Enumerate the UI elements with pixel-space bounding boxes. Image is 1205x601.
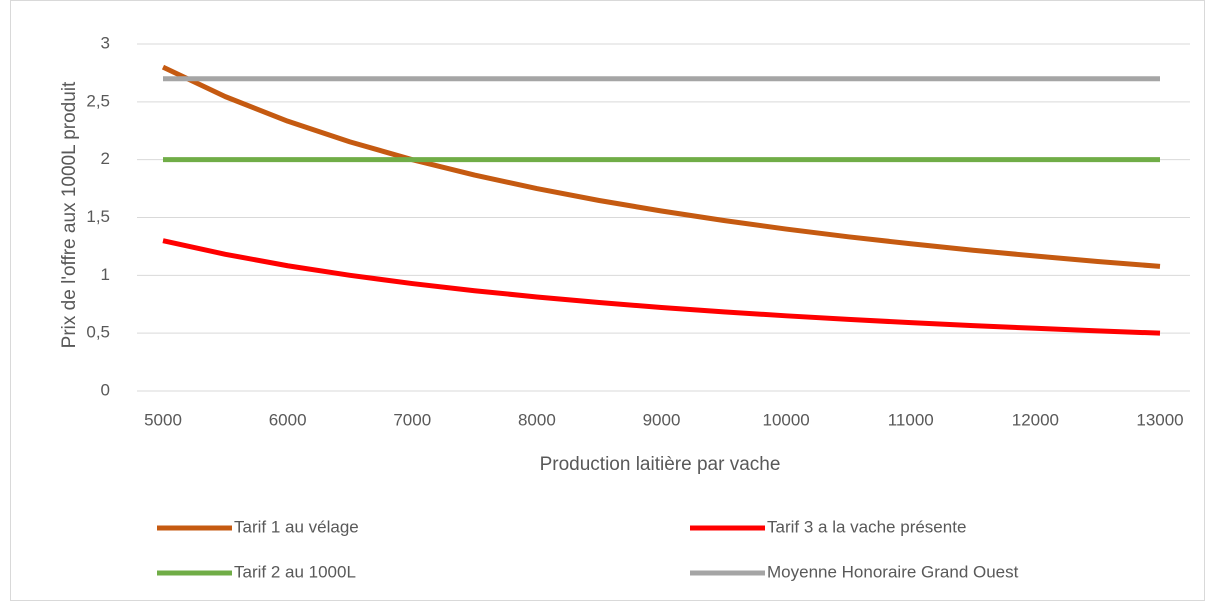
y-tick-label: 3 bbox=[101, 33, 110, 52]
legend-label: Tarif 3 a la vache présente bbox=[767, 517, 966, 536]
legend-label: Tarif 1 au vélage bbox=[234, 517, 359, 536]
legend-label: Moyenne Honoraire Grand Ouest bbox=[767, 562, 1019, 581]
x-axis-label: Production laitière par vache bbox=[540, 454, 781, 475]
y-tick-label: 2 bbox=[101, 149, 110, 168]
x-tick-label: 13000 bbox=[1136, 410, 1183, 429]
x-tick-label: 8000 bbox=[518, 410, 556, 429]
x-tick-label: 7000 bbox=[393, 410, 431, 429]
x-tick-label: 5000 bbox=[144, 410, 182, 429]
y-tick-label: 1,5 bbox=[86, 207, 110, 226]
y-tick-label: 0,5 bbox=[86, 323, 110, 342]
x-tick-label: 6000 bbox=[269, 410, 307, 429]
y-tick-label: 0 bbox=[101, 380, 110, 399]
x-tick-label: 10000 bbox=[762, 410, 809, 429]
x-tick-label: 9000 bbox=[643, 410, 681, 429]
series-line bbox=[162, 238, 1161, 336]
y-tick-label: 2,5 bbox=[86, 91, 110, 110]
y-tick-label: 1 bbox=[101, 265, 110, 284]
x-tick-label: 11000 bbox=[888, 410, 934, 429]
legend-label: Tarif 2 au 1000L bbox=[234, 562, 356, 581]
chart-border bbox=[10, 0, 1205, 601]
y-axis-label: Prix de l'offre aux 1000L produit bbox=[59, 81, 80, 348]
x-tick-label: 12000 bbox=[1012, 410, 1059, 429]
series-line bbox=[161, 64, 1161, 269]
